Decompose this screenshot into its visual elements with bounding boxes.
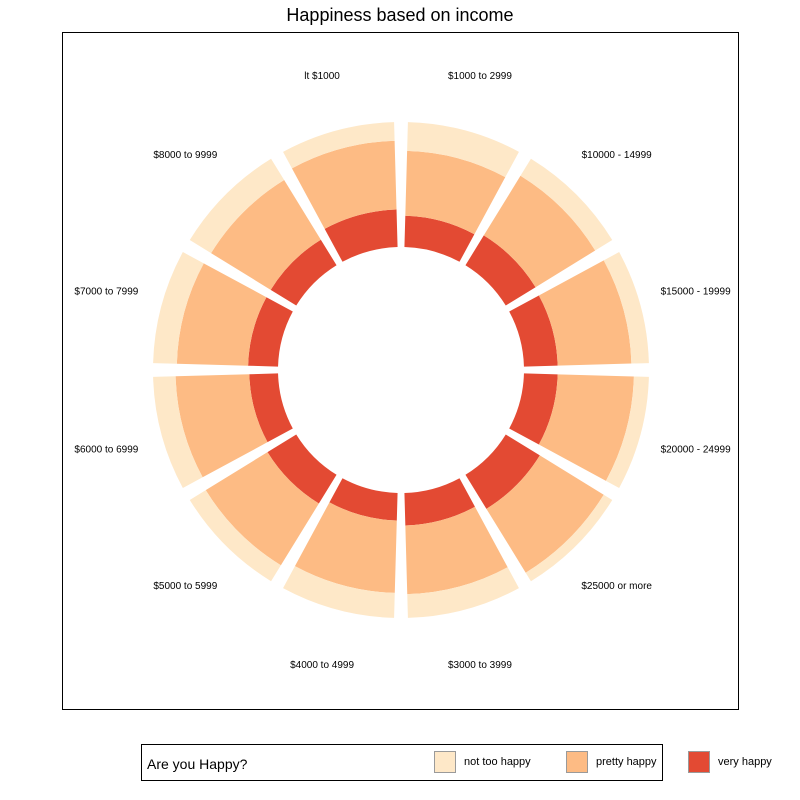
category-label-4000-to-4999: $4000 to 4999 <box>290 660 354 671</box>
legend-label-not-too-happy: not too happy <box>464 756 531 768</box>
wedge-1000-to-2999-very-happy <box>404 215 475 262</box>
category-label-6000-to-6999: $6000 to 6999 <box>74 444 138 455</box>
wedge-8000-to-9999-not-too-happy <box>189 158 285 254</box>
category-label-1000-to-2999: $1000 to 2999 <box>448 71 512 82</box>
legend-swatch-pretty-happy <box>566 751 588 773</box>
category-label-15000-19999: $15000 - 19999 <box>661 287 732 298</box>
wedge-3000-to-3999-very-happy <box>404 478 475 526</box>
category-label-3000-to-3999: $3000 to 3999 <box>448 660 512 671</box>
wedge-20000-24999-very-happy <box>509 373 558 445</box>
wedge-4000-to-4999-not-too-happy <box>283 566 395 618</box>
category-label-25000-or-more: $25000 or more <box>581 581 652 592</box>
wedge-5000-to-5999-not-too-happy <box>189 490 281 582</box>
wedge-6000-to-6999-very-happy <box>249 373 293 443</box>
wedge-15000-19999-pretty-happy <box>538 260 632 366</box>
category-label-group: $1000 to 2999 $10000 - 14999 $15000 - 1999… <box>74 71 731 671</box>
plot-frame <box>62 32 739 710</box>
legend-title: Are you Happy? <box>147 756 248 772</box>
wedge-20000-24999-pretty-happy <box>538 374 634 481</box>
wedge-lt-1000-not-too-happy <box>283 122 395 169</box>
wedge-lt-1000-very-happy <box>324 209 398 262</box>
wedge-6000-to-6999-pretty-happy <box>175 374 268 478</box>
wedge-1000-to-2999-not-too-happy <box>407 122 519 178</box>
category-label-5000-to-5999: $5000 to 5999 <box>153 581 217 592</box>
legend-label-pretty-happy: pretty happy <box>596 756 657 768</box>
wedge-1000-to-2999-pretty-happy <box>405 150 506 235</box>
wedge-25000-or-more-pretty-happy <box>486 455 604 573</box>
wedge-10000-14999-very-happy <box>465 235 536 306</box>
wedge-6000-to-6999-not-too-happy <box>153 376 203 488</box>
legend-label-very-happy: very happy <box>718 756 772 768</box>
legend-swatch-not-too-happy <box>434 751 456 773</box>
wedge-10000-14999-pretty-happy <box>483 175 596 288</box>
wedge-5000-to-5999-pretty-happy <box>205 452 319 566</box>
legend: Are you Happy? not too happy pretty happ… <box>141 744 772 781</box>
wedge-7000-to-7999-very-happy <box>248 297 293 367</box>
wedge-15000-19999-not-too-happy <box>603 252 649 364</box>
wedge-4000-to-4999-pretty-happy <box>294 502 397 593</box>
chart-title: Happiness based on income <box>286 5 514 25</box>
category-label-8000-to-9999: $8000 to 9999 <box>153 150 217 161</box>
wedge-8000-to-9999-very-happy <box>270 239 337 306</box>
wedge-10000-14999-not-too-happy <box>520 158 613 251</box>
category-label-20000-24999: $20000 - 24999 <box>661 444 732 455</box>
category-label-lt-1000: lt $1000 <box>304 71 340 82</box>
wedge-3000-to-3999-not-too-happy <box>407 567 519 618</box>
wedge-3000-to-3999-pretty-happy <box>405 506 508 595</box>
wedge-20000-24999-not-too-happy <box>605 376 649 488</box>
wedge-7000-to-7999-pretty-happy <box>176 263 267 366</box>
wedge-15000-19999-very-happy <box>509 295 558 367</box>
wedge-25000-or-more-not-too-happy <box>525 494 613 582</box>
wedge-7000-to-7999-not-too-happy <box>153 252 204 364</box>
wedge-5000-to-5999-very-happy <box>267 434 337 504</box>
category-label-7000-to-7999: $7000 to 7999 <box>74 287 138 298</box>
wedge-4000-to-4999-very-happy <box>329 478 398 521</box>
wedge-group <box>153 122 649 618</box>
wedge-8000-to-9999-pretty-happy <box>211 180 321 290</box>
wedge-lt-1000-pretty-happy <box>291 140 397 229</box>
category-label-10000-14999: $10000 - 14999 <box>582 150 653 161</box>
legend-swatch-very-happy <box>688 751 710 773</box>
wedge-25000-or-more-very-happy <box>465 434 540 509</box>
